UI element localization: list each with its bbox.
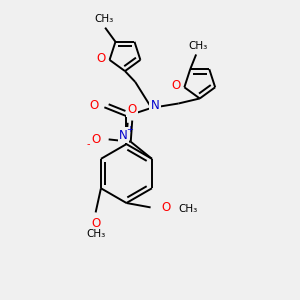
Text: O: O <box>128 103 137 116</box>
Text: CH₃: CH₃ <box>178 204 198 214</box>
Text: O: O <box>172 79 181 92</box>
Text: CH₃: CH₃ <box>86 229 105 238</box>
Text: CH₃: CH₃ <box>94 14 113 24</box>
Text: N: N <box>119 129 128 142</box>
Text: O: O <box>91 217 100 230</box>
Text: O: O <box>89 99 99 112</box>
Text: CH₃: CH₃ <box>188 41 207 51</box>
Text: +: + <box>126 125 133 134</box>
Text: O: O <box>92 133 101 146</box>
Text: O: O <box>161 201 170 214</box>
Text: N: N <box>151 99 159 112</box>
Text: O: O <box>97 52 106 65</box>
Text: -: - <box>87 139 90 149</box>
